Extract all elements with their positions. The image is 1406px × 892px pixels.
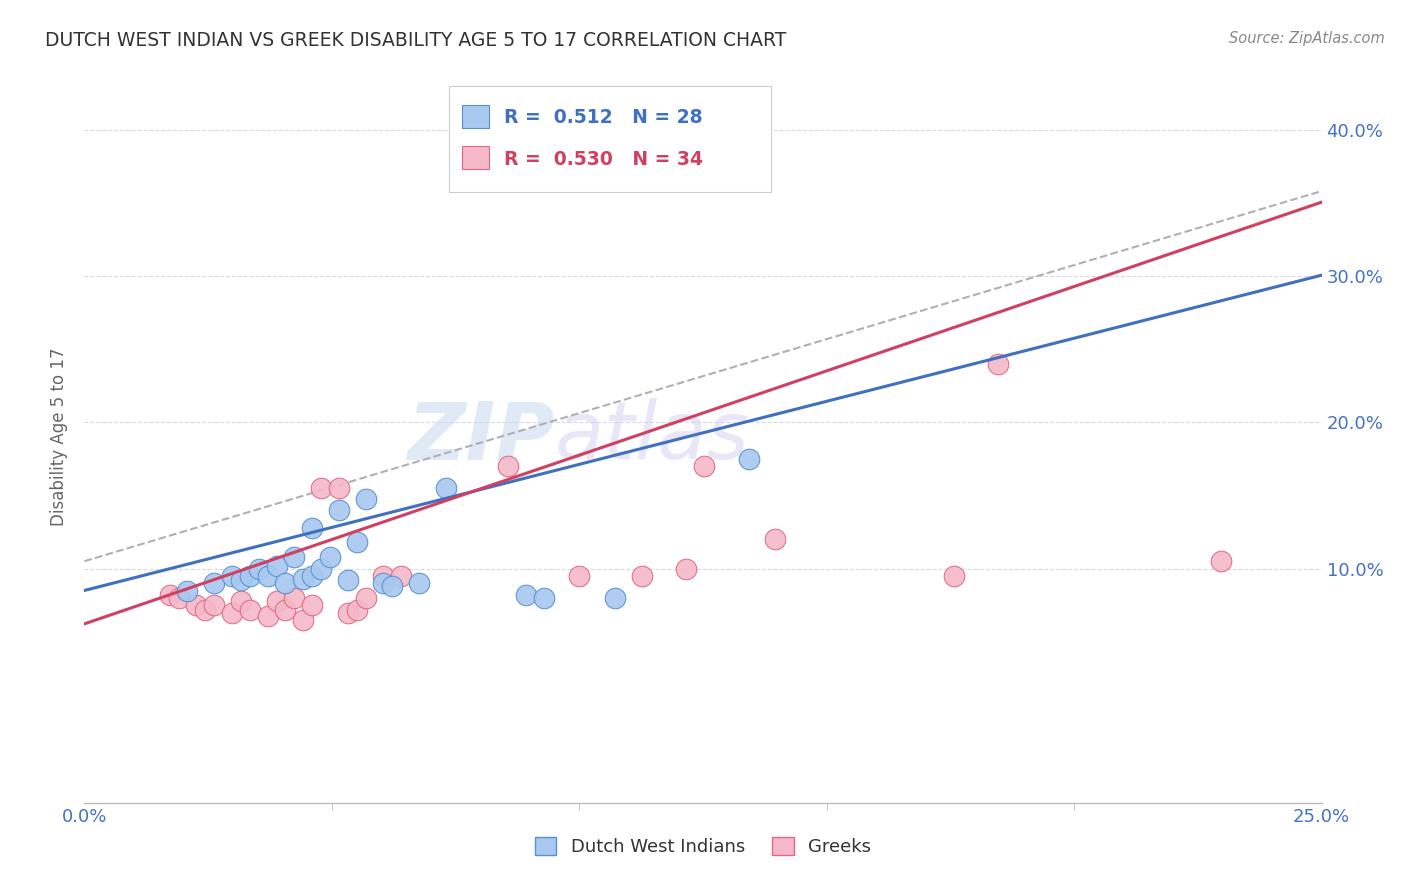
- Point: [330, 591, 353, 605]
- Point: [98, 599, 121, 613]
- Point: [311, 569, 333, 583]
- Point: [405, 452, 427, 467]
- Text: ZIP: ZIP: [408, 398, 554, 476]
- Point: [157, 613, 180, 627]
- Point: [103, 603, 125, 617]
- Text: R =  0.530   N = 34: R = 0.530 N = 34: [503, 150, 703, 169]
- Point: [83, 588, 105, 602]
- Point: [122, 574, 145, 588]
- Point: [152, 591, 174, 605]
- Point: [138, 569, 160, 583]
- Point: [142, 558, 165, 573]
- Point: [1161, 225, 1184, 239]
- Point: [177, 481, 200, 495]
- Point: [666, 554, 689, 568]
- Point: [271, 459, 294, 474]
- Point: [1063, 164, 1085, 178]
- Point: [152, 549, 174, 564]
- Point: [89, 591, 111, 605]
- Point: [118, 606, 141, 620]
- Point: [181, 606, 204, 620]
- Point: [181, 574, 204, 588]
- Point: [236, 481, 259, 495]
- Point: [167, 481, 190, 495]
- FancyBboxPatch shape: [461, 105, 489, 128]
- Point: [93, 583, 115, 598]
- Point: [207, 579, 229, 593]
- Point: [128, 569, 150, 583]
- Point: [543, 357, 565, 371]
- Legend: Dutch West Indians, Greeks: Dutch West Indians, Greeks: [527, 830, 879, 863]
- Text: atlas: atlas: [554, 398, 749, 476]
- Point: [291, 591, 314, 605]
- Point: [212, 569, 235, 583]
- Point: [419, 533, 441, 547]
- Point: [202, 576, 225, 591]
- Point: [118, 569, 141, 583]
- Point: [766, 632, 789, 646]
- Point: [167, 562, 190, 576]
- Point: [177, 503, 200, 517]
- Point: [138, 608, 160, 623]
- Point: [142, 594, 165, 608]
- Y-axis label: Disability Age 5 to 17: Disability Age 5 to 17: [51, 348, 69, 526]
- Point: [108, 576, 131, 591]
- Point: [108, 599, 131, 613]
- Point: [132, 562, 155, 576]
- Point: [281, 588, 304, 602]
- FancyBboxPatch shape: [450, 86, 770, 192]
- Point: [202, 569, 225, 583]
- Point: [380, 459, 402, 474]
- Point: [162, 569, 184, 583]
- Text: DUTCH WEST INDIAN VS GREEK DISABILITY AGE 5 TO 17 CORRELATION CHART: DUTCH WEST INDIAN VS GREEK DISABILITY AG…: [45, 31, 786, 50]
- Point: [157, 572, 180, 586]
- Point: [122, 594, 145, 608]
- Text: R =  0.512   N = 28: R = 0.512 N = 28: [503, 108, 703, 127]
- Point: [766, 386, 789, 401]
- Point: [346, 569, 368, 583]
- Point: [187, 535, 209, 549]
- FancyBboxPatch shape: [461, 146, 489, 169]
- Point: [1014, 167, 1036, 181]
- Point: [162, 599, 184, 613]
- Text: Source: ZipAtlas.com: Source: ZipAtlas.com: [1229, 31, 1385, 46]
- Point: [519, 569, 541, 583]
- Point: [148, 576, 170, 591]
- Point: [162, 521, 184, 535]
- Point: [128, 603, 150, 617]
- Point: [148, 603, 170, 617]
- Point: [222, 576, 245, 591]
- Point: [187, 603, 209, 617]
- Point: [191, 491, 214, 506]
- Point: [191, 591, 214, 605]
- Point: [172, 549, 194, 564]
- Point: [370, 562, 392, 576]
